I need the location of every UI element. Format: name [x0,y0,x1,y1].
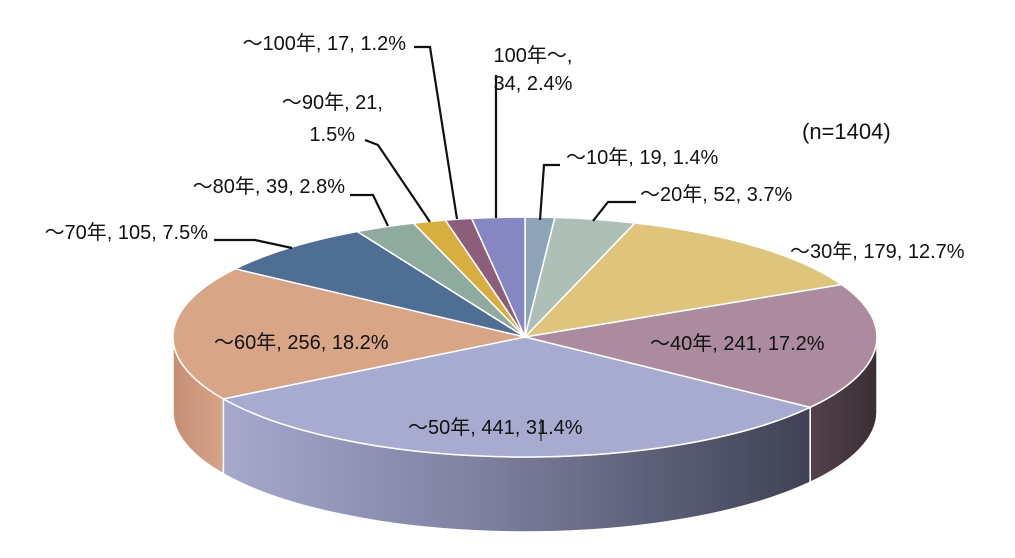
sample-size-note: (n=1404) [802,119,891,144]
leader-line-10 [414,45,459,220]
leader-line-9 [364,138,431,223]
slice-label-11-line-1: 100年～, [494,44,573,67]
slice-label-7: ～70年, 105, 7.5% [45,221,209,244]
pie-sides [172,336,878,533]
slice-label-8: ～80年, 39, 2.8% [193,175,346,198]
slice-label-10: ～100年, 17, 1.2% [243,32,407,55]
slice-label-1: ～10年, 19, 1.4% [566,146,719,169]
leader-line-8 [350,193,389,227]
slice-label-11-line-2: 34, 2.4% [494,73,573,95]
slice-top-3 [524,222,843,338]
leader-lines [214,45,636,250]
slice-label-6: ～60年, 256, 18.2% [214,331,389,354]
leader-line-1 [538,163,560,221]
slice-top-5 [222,336,811,458]
slice-label-3: ～30年, 179, 12.7% [790,240,965,263]
pie-tops [172,216,878,458]
slice-label-9-line-1: ～90年, 21, [282,91,383,114]
slice-top-6 [172,268,526,400]
slice-top-11 [470,216,526,338]
leader-line-2 [592,200,636,222]
slice-label-9-line-2: 1.5% [309,124,355,146]
leader-line-7 [214,238,293,250]
slice-labels: ～10年, 19, 1.4% ～20年, 52, 3.7% ～30年, 179, 1… [45,32,965,441]
slice-label-4: ～40年, 241, 17.2% [650,332,825,355]
slice-label-5: ～50年, 441, 31.4% [408,416,583,439]
slice-label-2: ～20年, 52, 3.7% [640,183,793,206]
slice-top-4 [524,283,878,409]
